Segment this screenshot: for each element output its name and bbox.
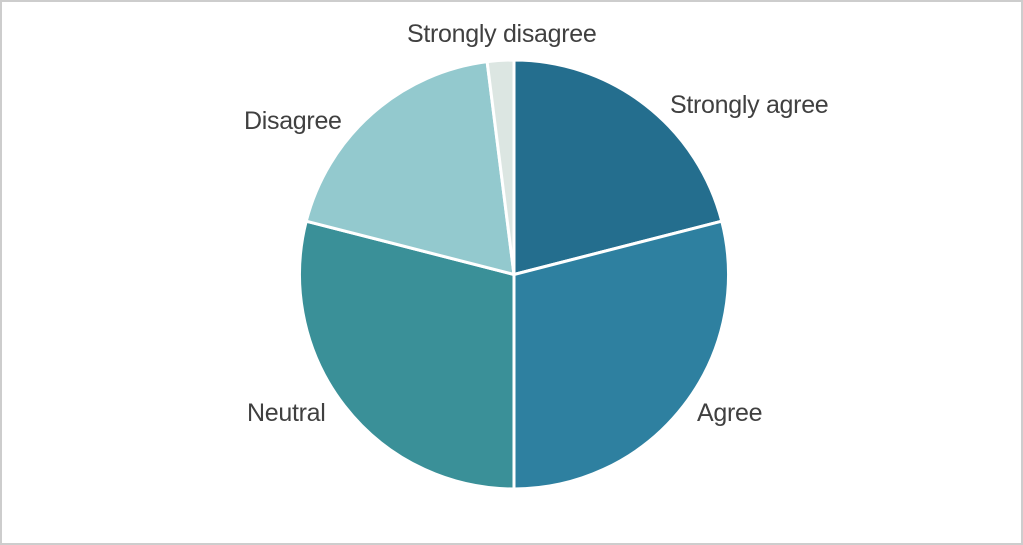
slice-label-disagree: Disagree xyxy=(244,107,342,135)
slice-label-strongly-disagree: Strongly disagree xyxy=(407,20,597,48)
pie-slice-strongly-disagree xyxy=(485,58,516,276)
pie-slice-agree xyxy=(512,219,730,491)
slice-label-neutral: Neutral xyxy=(247,399,326,427)
pie-slice-strongly-agree xyxy=(512,58,724,276)
slice-label-strongly-agree: Strongly agree xyxy=(670,91,829,119)
pie-slice-disagree xyxy=(304,60,516,276)
pie-slice-neutral xyxy=(298,219,516,491)
slice-label-agree: Agree xyxy=(697,399,763,427)
